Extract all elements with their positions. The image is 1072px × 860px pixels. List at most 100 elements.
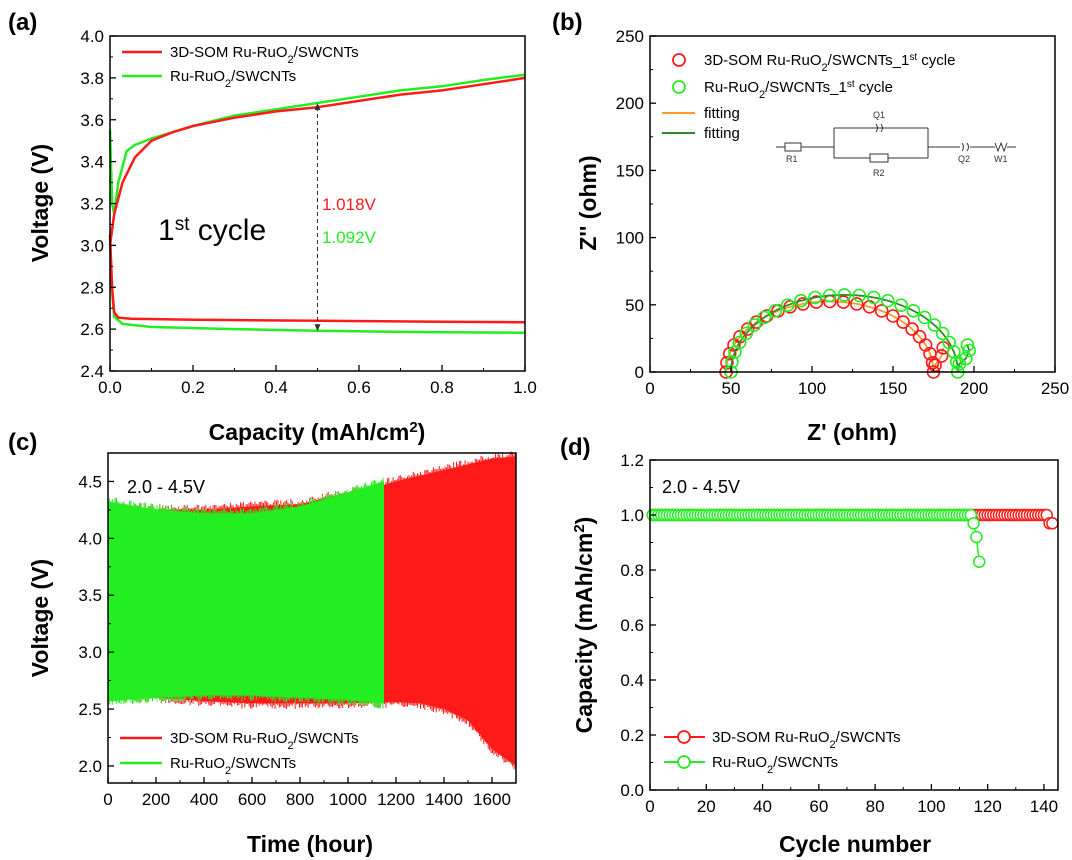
panel-b-point <box>925 355 940 370</box>
panel-d-point <box>1046 517 1059 530</box>
panel-b-point <box>880 293 895 308</box>
circuit-r1 <box>784 142 802 152</box>
y-tick-label: 0.2 <box>620 726 644 745</box>
panel-d-ylabel: Capacity (mAh/cm2) <box>571 517 598 734</box>
y-tick-label: 250 <box>616 27 644 46</box>
y-tick-label: 4.0 <box>80 27 104 46</box>
panel-b-label: (b) <box>552 9 583 36</box>
legend-a-red-label: 3D-SOM Ru-RuO2/SWCNTs <box>170 44 359 66</box>
legend-b-green-label: Ru-RuO2/SWCNTs_1st cycle <box>704 79 893 102</box>
panel-b-point <box>849 297 864 311</box>
legend-d-green-label: Ru-RuO2/SWCNTs <box>712 754 838 776</box>
panel-a: 0.0 0.2 0.4 0.6 0.8 1.0 2.4 2.6 2.8 3.0 3.2 3.4 3.6 3… <box>27 27 537 445</box>
panel-b-point <box>935 326 950 341</box>
circuit-r2 <box>869 153 889 163</box>
panel-b-point <box>962 343 976 358</box>
panel-b-point <box>866 290 881 305</box>
x-tick-label: 50 <box>722 379 741 398</box>
y-tick-label: 3.4 <box>80 153 104 172</box>
x-tick-label: 1600 <box>473 790 511 809</box>
y-tick-label: 3.2 <box>80 195 104 214</box>
panel-b-point <box>918 338 933 352</box>
y-tick-label: 2.4 <box>80 362 104 381</box>
panel-c-label: (c) <box>8 429 37 456</box>
panel-a-xlabel: Capacity (mAh/cm2) <box>209 419 426 446</box>
panel-c-annotation: 2.0 - 4.5V <box>127 477 205 497</box>
panel-b-point <box>949 355 964 369</box>
panel-b-point <box>917 310 932 325</box>
panel-d-line <box>652 514 980 562</box>
panel-a-data <box>108 73 526 334</box>
panel-d: 0 20 40 60 80 100 120 1400.00.20.40.60.81.01.2 … <box>571 451 1059 857</box>
x-tick-label: 0.8 <box>430 378 454 397</box>
x-tick-label: 100 <box>917 797 945 816</box>
panel-b-point <box>757 310 772 325</box>
legend-b-red-label: 3D-SOM Ru-RuO2/SWCNTs_1st cycle <box>704 52 955 75</box>
legend-b-red-marker <box>672 53 686 67</box>
x-tick-label: 100 <box>798 379 826 398</box>
panel-b-point <box>822 288 837 303</box>
y-tick-label: 100 <box>616 229 644 248</box>
y-tick-label: 0.4 <box>620 671 644 690</box>
x-tick-label: 400 <box>190 790 218 809</box>
x-tick-label: 1.0 <box>513 378 537 397</box>
y-tick-label: 0.6 <box>620 616 644 635</box>
legend-b-fit2-label: fitting <box>704 125 740 142</box>
x-tick-label: 1400 <box>425 790 463 809</box>
panel-d-annotation: 2.0 - 4.5V <box>662 477 740 497</box>
legend-b-fit1-label: fitting <box>704 105 740 122</box>
x-tick-label: 200 <box>142 790 170 809</box>
x-tick-label: 1200 <box>377 790 415 809</box>
panel-b-point <box>947 345 961 359</box>
x-tick-label: 0 <box>645 379 654 398</box>
panel-d-ticks: 0 20 40 60 80 100 120 140 0.0 0.2 0.4 0.6 0.8 1.0 1.2 <box>620 451 1058 816</box>
y-tick-label: 4.0 <box>78 529 102 548</box>
x-tick-label: 1000 <box>329 790 367 809</box>
x-tick-label: 250 <box>1041 379 1069 398</box>
panel-b-point <box>905 322 919 336</box>
y-tick-label: 4.5 <box>78 472 102 491</box>
x-tick-label: 0 <box>645 797 654 816</box>
y-tick-label: 2.0 <box>78 757 102 776</box>
panel-b-point <box>837 288 852 302</box>
legend-d-green-marker <box>677 755 691 769</box>
panel-b-point <box>894 298 908 313</box>
panel-b-point <box>749 315 764 329</box>
panel-b-fit-line <box>730 293 971 373</box>
x-tick-label: 0.6 <box>347 378 371 397</box>
circuit-label-r1: R1 <box>786 154 798 164</box>
y-tick-label: 2.5 <box>78 700 102 719</box>
panel-b-point <box>934 349 949 363</box>
panel-c-data <box>107 451 516 770</box>
x-tick-label: 0.4 <box>264 378 288 397</box>
y-tick-label: 50 <box>625 296 644 315</box>
x-tick-label: 40 <box>753 797 772 816</box>
circuit-label-r2: R2 <box>873 168 885 178</box>
panel-c: 0 200 400 600 800 1000 1200 1400 1600 2.0 2.5 3.0 3.… <box>27 451 517 857</box>
panel-b-point <box>780 298 795 313</box>
y-tick-label: 3.8 <box>80 69 104 88</box>
panel-b-point <box>796 297 810 311</box>
panel-d-xlabel: Cycle number <box>779 831 931 857</box>
panel-d-data <box>646 508 1059 569</box>
panel-b-point <box>852 288 867 303</box>
panel-d-point <box>967 517 980 530</box>
circuit-q2 <box>961 142 969 152</box>
panel-d-point <box>970 530 983 544</box>
y-tick-label: 3.0 <box>80 236 104 255</box>
panel-b-point <box>739 326 754 341</box>
panel-c-ylabel: Voltage (V) <box>27 559 53 677</box>
panel-a-green-annotation: 1.092V <box>322 228 377 247</box>
x-tick-label: 20 <box>697 797 716 816</box>
y-tick-label: 0.8 <box>620 561 644 580</box>
y-tick-label: 2.8 <box>80 278 104 297</box>
panel-b-point <box>720 355 734 370</box>
panel-b-xlabel: Z' (ohm) <box>807 419 897 445</box>
circuit-q1 <box>875 123 883 133</box>
panel-b-point <box>927 318 942 332</box>
panel-b-point <box>886 309 900 323</box>
panel-b-point <box>808 290 822 305</box>
panel-b-point <box>747 318 762 332</box>
